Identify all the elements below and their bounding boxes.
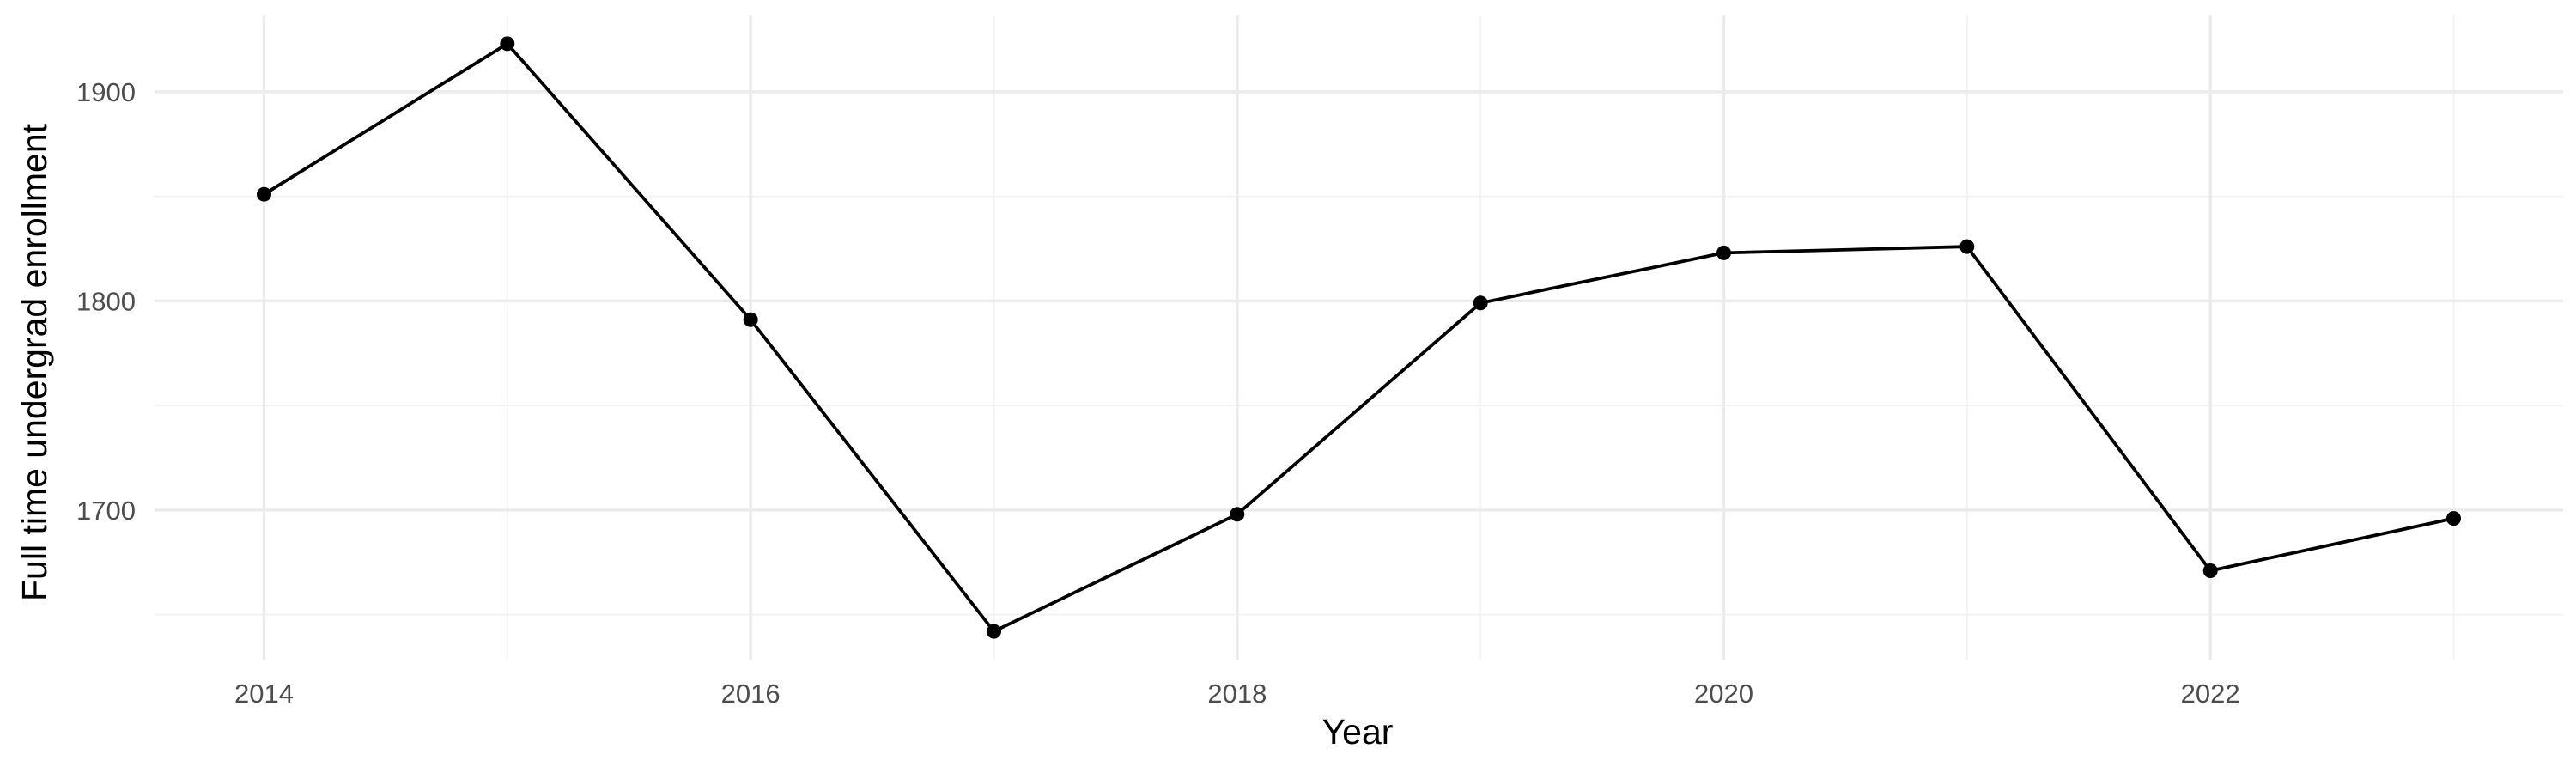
data-point-2022	[2202, 563, 2218, 578]
y-tick-label: 1700	[76, 496, 136, 526]
x-axis-title: Year	[1322, 712, 1394, 752]
x-tick-label: 2016	[721, 679, 781, 709]
data-point-2023	[2446, 511, 2461, 526]
y-axis-tick-labels: 1700 1800 1900	[76, 77, 136, 526]
data-point-2021	[1959, 239, 1975, 254]
series-layer	[263, 42, 2454, 633]
data-point-2015	[500, 36, 515, 52]
y-tick-label: 1800	[76, 286, 136, 316]
grid	[155, 15, 2563, 660]
y-tick-label: 1900	[76, 77, 136, 107]
data-point-2020	[1716, 245, 1731, 260]
series-line	[263, 42, 2454, 633]
y-axis-title: Full time undergrad enrollment	[15, 123, 54, 601]
x-axis-tick-labels: 2014 2016 2018 2020 2022	[234, 679, 2240, 709]
data-point-2017	[987, 624, 1001, 639]
x-tick-label: 2018	[1207, 679, 1267, 709]
x-tick-label: 2022	[2181, 679, 2240, 709]
x-tick-label: 2020	[1694, 679, 1753, 709]
data-point-2019	[1473, 295, 1488, 311]
x-tick-label: 2014	[234, 679, 294, 709]
data-point-2014	[257, 186, 271, 202]
data-point-2016	[743, 312, 758, 327]
data-point-2018	[1230, 507, 1245, 522]
points-layer	[257, 36, 2461, 639]
